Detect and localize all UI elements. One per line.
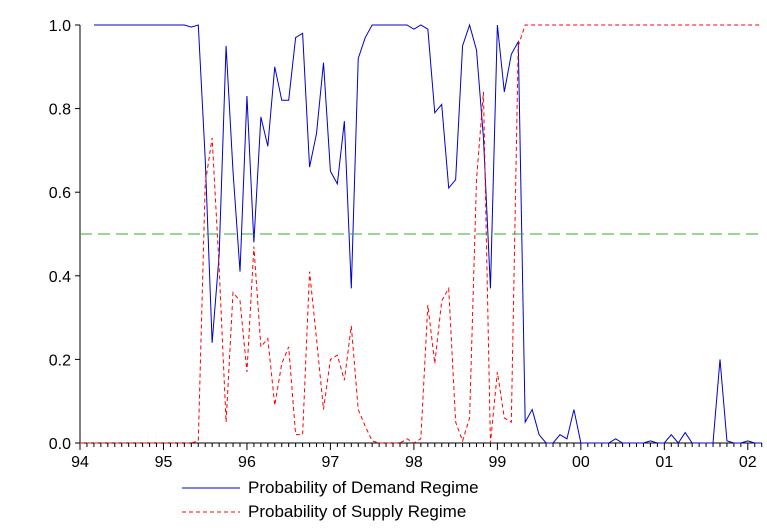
legend: Probability of Demand Regime Probability…: [182, 478, 479, 521]
x-tick-label: 97: [322, 454, 340, 471]
x-tick-label: 96: [238, 454, 256, 471]
legend-label-demand: Probability of Demand Regime: [248, 478, 479, 497]
y-axis: 0.0 0.2 0.4 0.6 0.8 1.0: [49, 18, 80, 453]
y-tick-label: 0.8: [49, 102, 71, 119]
x-tick-label: 95: [155, 454, 173, 471]
y-tick-label: 0.2: [49, 352, 71, 369]
x-tick-label: 94: [71, 454, 89, 471]
x-axis: 94 95 96 97 98 99 00 01 02: [71, 443, 763, 471]
x-tick-label: 00: [572, 454, 590, 471]
legend-label-supply: Probability of Supply Regime: [248, 502, 466, 521]
demand-regime-line: [93, 23, 762, 444]
x-tick-label: 99: [488, 454, 506, 471]
x-tick-label: 98: [405, 454, 423, 471]
x-tick-label: 01: [655, 454, 673, 471]
y-tick-label: 0.6: [49, 185, 71, 202]
y-tick-label: 0.4: [49, 269, 71, 286]
series-layer: [80, 23, 762, 444]
y-tick-label: 1.0: [49, 18, 71, 35]
y-tick-label: 0.0: [49, 436, 71, 453]
x-tick-label: 02: [739, 454, 757, 471]
supply-regime-line: [80, 24, 762, 444]
